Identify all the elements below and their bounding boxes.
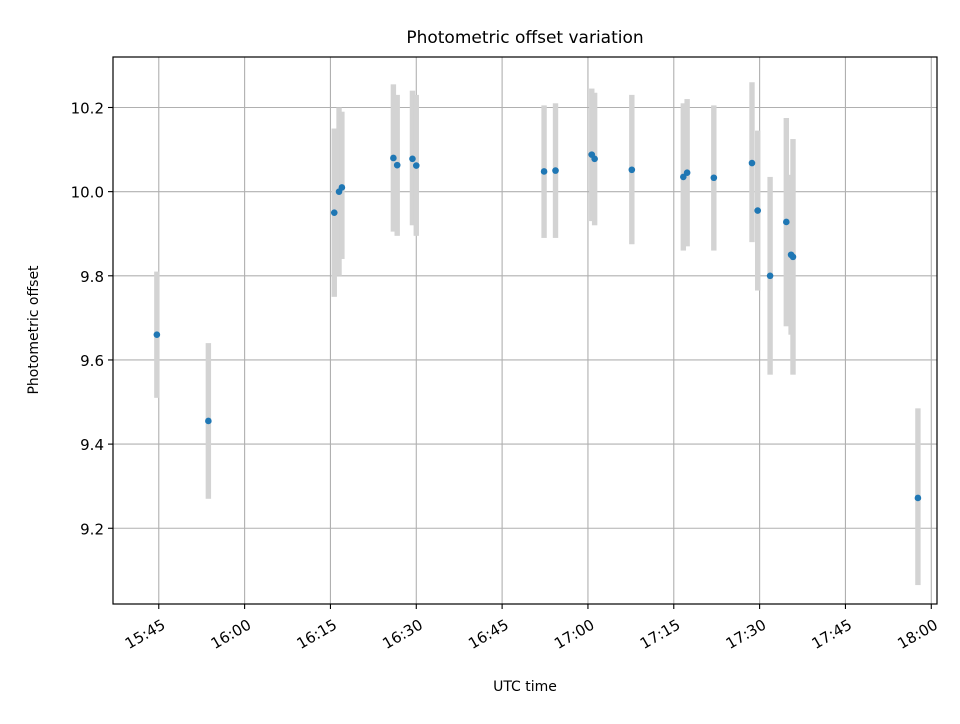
x-axis-label: UTC time bbox=[493, 679, 557, 695]
data-point bbox=[390, 154, 397, 162]
y-tick-label: 9.6 bbox=[80, 352, 104, 370]
data-point bbox=[205, 417, 212, 425]
data-point bbox=[680, 173, 687, 181]
data-point bbox=[591, 155, 598, 163]
plot-frame bbox=[112, 56, 938, 605]
y-axis: 9.2 9.4 9.6 9.8 10.0 10.2 bbox=[71, 99, 113, 538]
data-point bbox=[914, 494, 922, 502]
y-tick-label: 9.8 bbox=[80, 268, 104, 286]
y-axis-label: Photometric offset bbox=[26, 265, 42, 395]
y-tick-label: 10.0 bbox=[71, 184, 104, 202]
y-tick-label: 9.2 bbox=[80, 520, 104, 538]
data-point bbox=[330, 209, 338, 216]
data-point bbox=[409, 155, 416, 163]
data-point bbox=[748, 159, 756, 167]
data-point bbox=[628, 166, 636, 174]
y-tick-label: 10.2 bbox=[71, 99, 104, 117]
data-point bbox=[783, 218, 790, 226]
data-point bbox=[412, 162, 420, 169]
data-point bbox=[789, 253, 797, 261]
data-point bbox=[766, 272, 774, 280]
data-point bbox=[683, 169, 691, 177]
y-tick-label: 9.4 bbox=[80, 436, 104, 454]
data-markers bbox=[153, 151, 922, 502]
data-point bbox=[338, 184, 346, 191]
data-point bbox=[710, 174, 718, 182]
data-point bbox=[552, 167, 559, 174]
chart-title: Photometric offset variation bbox=[406, 28, 643, 48]
data-point bbox=[393, 161, 401, 169]
grid-lines bbox=[113, 57, 937, 604]
data-point bbox=[754, 207, 762, 214]
data-point bbox=[153, 331, 161, 339]
data-point bbox=[540, 168, 548, 175]
